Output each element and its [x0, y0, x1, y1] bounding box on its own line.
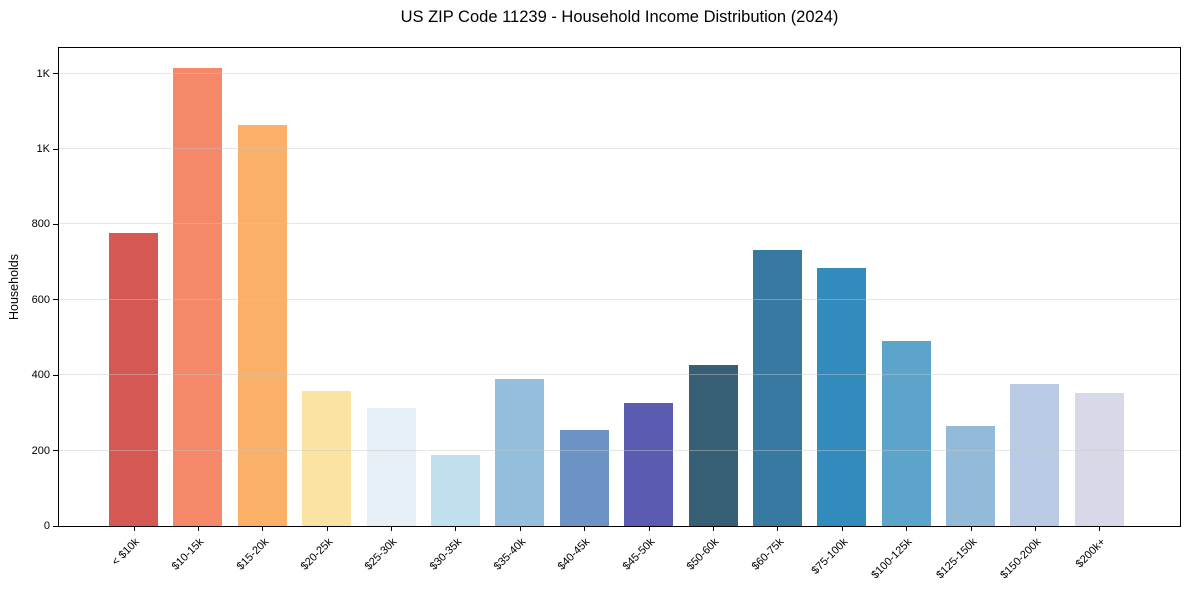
x-tick-label: < $10k — [109, 536, 142, 569]
bar-slot-4: $20-25k — [299, 48, 352, 573]
bar-slot-13: $100-125k — [869, 48, 931, 581]
x-tick-label: $50-60k — [684, 536, 722, 573]
y-tick-label: 400 — [31, 369, 50, 382]
x-tick-label: $200k+ — [1073, 536, 1108, 571]
chart-title: US ZIP Code 11239 - Household Income Dis… — [400, 8, 839, 26]
bar — [1010, 383, 1060, 526]
x-tick-label: $45-50k — [620, 536, 658, 573]
x-tick-mark — [1034, 526, 1036, 531]
x-tick-mark — [326, 526, 328, 531]
bar — [688, 365, 738, 526]
x-tick-mark — [391, 526, 393, 531]
x-tick-mark — [455, 526, 457, 531]
bar-slot-12: $75-100k — [809, 48, 867, 577]
y-tick-mark — [53, 450, 58, 452]
y-tick-mark — [53, 374, 58, 376]
x-tick-label: $125-150k — [933, 536, 980, 582]
bar-slot-16: $200k+ — [1074, 48, 1124, 570]
x-tick-label: $15-20k — [234, 536, 271, 573]
x-tick-mark — [970, 526, 972, 531]
y-tick-mark — [53, 148, 58, 150]
bar — [1074, 392, 1124, 526]
x-tick-label: $75-100k — [809, 536, 851, 577]
bar — [817, 267, 867, 526]
x-tick-mark — [262, 526, 264, 531]
bar — [173, 67, 223, 526]
bar-slot-5: $25-30k — [363, 48, 416, 573]
gridline — [59, 374, 1180, 376]
y-tick-label: 1K — [36, 67, 50, 80]
bar — [559, 429, 609, 526]
bar — [237, 125, 287, 526]
bar-slot-3: $15-20k — [234, 48, 287, 573]
bar — [752, 249, 802, 526]
y-tick-label: 1K — [36, 143, 50, 156]
y-tick-label: 0 — [43, 520, 50, 532]
y-tick-label: 800 — [31, 218, 50, 231]
bar — [302, 390, 352, 526]
bar-slot-15: $150-200k — [998, 48, 1060, 581]
x-tick-mark — [197, 526, 199, 531]
gridline — [59, 223, 1180, 225]
x-tick-mark — [777, 526, 779, 531]
y-axis-label: Households — [7, 253, 21, 320]
y-tick-label: 200 — [31, 444, 50, 457]
x-tick-mark — [519, 526, 521, 531]
x-tick-mark — [584, 526, 586, 531]
bar — [946, 425, 996, 526]
gridline — [59, 298, 1180, 300]
bar-slot-1: < $10k — [109, 48, 158, 568]
bar — [624, 402, 674, 526]
gridline — [59, 148, 1180, 150]
bar-slot-10: $50-60k — [685, 48, 738, 573]
bar-slot-6: $30-35k — [427, 48, 480, 573]
bar — [366, 408, 416, 526]
bar-slot-11: $60-75k — [749, 48, 802, 573]
bar-slot-8: $40-45k — [556, 48, 609, 573]
y-tick-mark — [53, 525, 58, 527]
x-tick-mark — [648, 526, 650, 531]
gridline — [59, 72, 1180, 74]
y-axis-label-container: Households — [5, 47, 23, 527]
x-tick-label: $30-35k — [427, 536, 464, 573]
x-tick-mark — [1099, 526, 1101, 531]
gridline — [59, 449, 1180, 451]
x-tick-mark — [713, 526, 715, 531]
x-tick-label: $20-25k — [298, 536, 336, 573]
x-tick-label: $25-30k — [362, 536, 400, 573]
x-tick-label: $40-45k — [556, 536, 593, 573]
y-tick-mark — [53, 73, 58, 75]
bar-slot-2: $10-15k — [170, 48, 223, 573]
x-tick-label: $150-200k — [998, 536, 1044, 582]
plot-area: < $10k $10-15k $15-20k $20-25k $25-30k $30-35… — [32, 47, 1181, 581]
bar — [109, 233, 158, 526]
bar-slot-14: $125-150k — [934, 48, 996, 581]
x-tick-mark — [841, 526, 843, 531]
x-tick-mark — [906, 526, 908, 531]
bar-series: < $10k $10-15k $15-20k $20-25k $25-30k $30-35… — [59, 48, 1180, 581]
bar — [430, 455, 480, 526]
bar — [495, 379, 545, 526]
x-tick-label: $35-40k — [491, 536, 529, 573]
x-tick-label: $60-75k — [749, 536, 786, 573]
bar — [881, 340, 931, 526]
y-tick-mark — [53, 299, 58, 301]
y-tick-label: 600 — [31, 293, 50, 306]
bar-slot-7: $35-40k — [492, 48, 545, 573]
x-tick-label: $100-125k — [869, 536, 915, 582]
y-tick-mark — [53, 223, 58, 225]
x-tick-label: $10-15k — [169, 536, 207, 573]
bar-slot-9: $45-50k — [621, 48, 674, 573]
x-tick-mark — [133, 526, 135, 531]
